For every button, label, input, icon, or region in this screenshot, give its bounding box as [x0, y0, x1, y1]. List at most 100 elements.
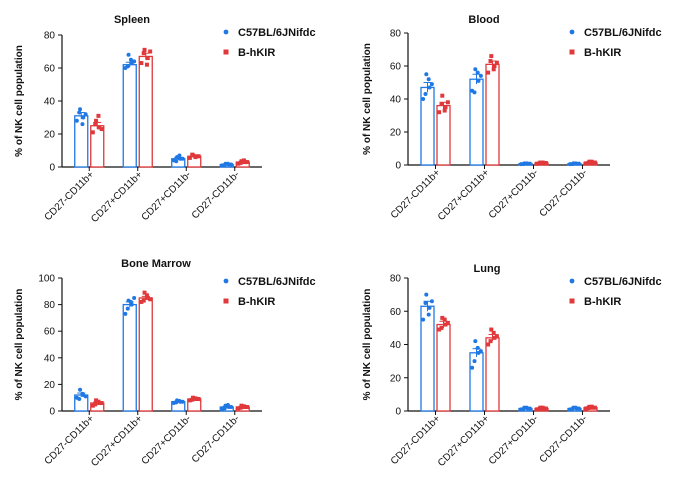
data-point: [78, 107, 83, 112]
data-point: [174, 400, 179, 405]
data-point: [132, 295, 137, 300]
data-point: [427, 305, 432, 310]
data-point: [475, 70, 480, 75]
data-point: [426, 77, 431, 82]
x-tick-label: CD27-CD11b-: [190, 413, 242, 465]
data-point: [492, 335, 497, 340]
data-point: [177, 153, 182, 158]
data-point: [245, 405, 250, 410]
data-point: [437, 327, 442, 332]
data-point: [225, 403, 230, 408]
data-point: [478, 73, 483, 78]
chart-panel-1: Spleen % of NK cell population 0 20 40 60 80 CD…: [14, 14, 316, 225]
data-point: [589, 159, 594, 164]
legend-marker: [223, 278, 229, 284]
x-tick-label: CD27-CD11b+: [43, 169, 97, 223]
y-tick-label: 40: [44, 97, 56, 108]
data-point: [94, 398, 99, 403]
data-point: [473, 67, 478, 72]
bar: [122, 64, 137, 168]
y-axis-label: % of NK cell population: [14, 45, 25, 157]
data-point: [83, 394, 88, 399]
legend-marker: [223, 49, 229, 55]
legend-marker: [569, 29, 575, 35]
chart-panel-4: Lung % of NK cell population 0 20 40 60 80 CD27…: [362, 263, 662, 469]
data-point: [139, 61, 144, 66]
data-point: [584, 406, 589, 411]
legend-marker: [223, 29, 229, 35]
data-point: [488, 339, 493, 344]
y-tick-label: 20: [44, 130, 56, 141]
data-point: [445, 320, 450, 325]
y-tick-label: 60: [44, 327, 56, 338]
data-point: [142, 47, 147, 52]
data-point: [445, 100, 450, 105]
y-tick-label: 0: [395, 161, 401, 172]
y-tick-label: 20: [44, 380, 56, 391]
data-point: [470, 365, 475, 370]
data-point: [128, 57, 133, 62]
x-tick-label: CD27-CD11b+: [43, 413, 97, 467]
legend-marker: [569, 49, 575, 55]
data-point: [236, 406, 241, 411]
y-tick-label: 20: [390, 128, 402, 139]
data-point: [90, 130, 95, 135]
data-point: [440, 93, 445, 98]
chart-title: Blood: [468, 14, 499, 26]
data-point: [570, 407, 575, 412]
data-point: [584, 161, 589, 166]
data-point: [80, 391, 85, 396]
data-point: [573, 405, 578, 410]
data-point: [77, 110, 82, 115]
data-point: [494, 60, 499, 65]
data-point: [125, 306, 130, 311]
data-point: [99, 401, 104, 406]
data-point: [476, 78, 481, 83]
x-tick-label: CD27+CD11b-: [487, 413, 541, 467]
data-point: [475, 345, 480, 350]
data-point: [521, 407, 526, 412]
legend-label: C57BL/6JNifdc: [238, 276, 316, 288]
data-point: [229, 405, 234, 410]
data-point: [128, 299, 133, 304]
data-point: [443, 322, 448, 327]
data-point: [478, 349, 483, 354]
bar: [420, 305, 435, 412]
x-tick-label: CD27+CD11b+: [89, 169, 145, 225]
data-point: [486, 342, 491, 347]
data-point: [586, 161, 591, 166]
legend-label: B-hKIR: [584, 47, 621, 59]
data-point: [576, 161, 581, 166]
legend-label: B-hKIR: [238, 296, 275, 308]
x-tick-label: CD27+CD11b-: [487, 167, 541, 221]
data-point: [187, 155, 192, 160]
data-point: [424, 292, 429, 297]
data-point: [96, 399, 101, 404]
x-tick-label: CD27-CD11b-: [538, 413, 590, 465]
y-tick-label: 0: [395, 407, 401, 418]
x-tick-label: CD27-CD11b+: [389, 413, 443, 467]
data-point: [83, 112, 88, 117]
data-point: [141, 298, 146, 303]
legend-label: C57BL/6JNifdc: [584, 27, 662, 39]
data-point: [589, 404, 594, 409]
bar: [138, 297, 153, 412]
data-point: [472, 359, 477, 364]
legend-label: C57BL/6JNifdc: [584, 276, 662, 288]
data-point: [241, 404, 246, 409]
data-point: [486, 70, 491, 75]
data-point: [193, 396, 198, 401]
y-tick-label: 40: [44, 353, 56, 364]
legend-marker: [223, 298, 229, 304]
data-point: [440, 315, 445, 320]
chart-title: Bone Marrow: [121, 258, 191, 270]
legend-marker: [569, 298, 575, 304]
data-point: [489, 54, 494, 59]
x-tick-label: CD27+CD11b-: [140, 169, 194, 223]
data-point: [90, 403, 95, 408]
data-point: [78, 387, 83, 392]
data-point: [193, 155, 198, 160]
data-point: [592, 160, 597, 165]
data-point: [196, 397, 201, 402]
bar: [122, 303, 137, 412]
